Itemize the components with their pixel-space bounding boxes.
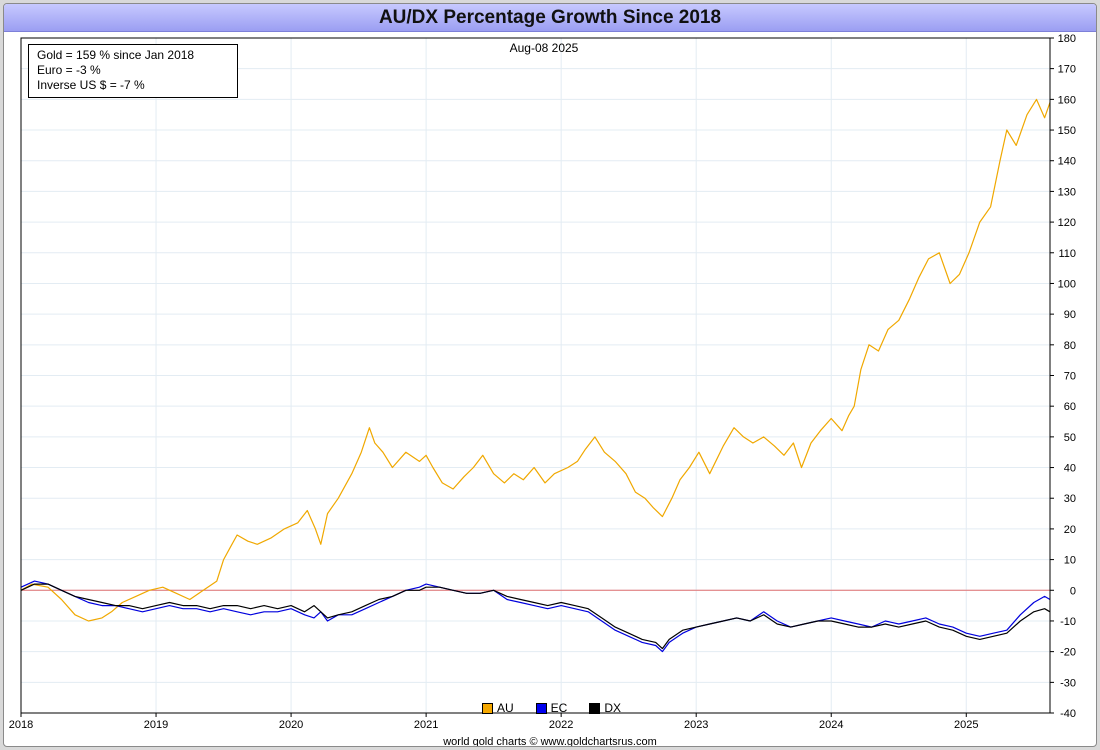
legend-label-dx: DX	[604, 701, 622, 715]
x-tick-label: 2023	[684, 719, 708, 731]
y-tick-label: 20	[1064, 524, 1076, 536]
x-axis-ticks: 2018 2019 2020 2021 2022 2023 2024 2025	[9, 713, 979, 731]
legend-label-au: AU	[497, 701, 514, 715]
stats-box: Gold = 159 % since Jan 2018 Euro = -3 % …	[28, 44, 238, 98]
chart-frame: -40 -30 -20 -10 0 10 20 30 40 50 60 70 80 90 100 110 120…	[3, 3, 1097, 747]
footer-credit: world gold charts © www.goldchartsrus.co…	[443, 736, 657, 747]
y-tick-label: -10	[1060, 616, 1076, 628]
chart-title: AU/DX Percentage Growth Since 2018	[4, 4, 1096, 32]
y-tick-label: 110	[1058, 248, 1076, 260]
y-tick-label: 150	[1058, 125, 1076, 137]
stat-euro: Euro = -3 %	[37, 63, 101, 77]
x-tick-label: 2019	[144, 719, 168, 731]
stat-gold: Gold = 159 % since Jan 2018	[37, 48, 195, 62]
y-tick-label: -40	[1060, 708, 1076, 720]
y-tick-label: 50	[1064, 432, 1076, 444]
legend-swatch-ec	[535, 702, 547, 714]
y-tick-label: 10	[1064, 555, 1076, 567]
y-tick-label: 90	[1064, 309, 1076, 321]
legend-item-au: AU	[482, 701, 514, 715]
y-tick-label: 130	[1058, 186, 1076, 198]
legend-swatch-dx	[589, 702, 601, 714]
x-tick-label: 2020	[279, 719, 303, 731]
series-line-dx	[20, 583, 1051, 650]
y-tick-label: 30	[1064, 493, 1076, 505]
y-tick-label: 100	[1058, 278, 1076, 290]
x-tick-label: 2025	[954, 719, 978, 731]
x-tick-label: 2021	[414, 719, 438, 731]
series-line-ec	[20, 580, 1051, 653]
legend-item-dx: DX	[589, 701, 621, 715]
y-tick-label: 70	[1064, 371, 1076, 383]
y-tick-label: 60	[1064, 401, 1076, 413]
legend: AU EC DX	[482, 700, 621, 716]
date-label: Aug-08 2025	[509, 41, 579, 55]
x-tick-label: 2024	[819, 719, 843, 731]
y-tick-label: 40	[1064, 463, 1076, 475]
series-line-au	[20, 98, 1051, 622]
chart-plot: -40 -30 -20 -10 0 10 20 30 40 50 60 70 80 90 100 110 120…	[9, 33, 1076, 731]
y-tick-label: 180	[1058, 33, 1076, 45]
y-tick-label: 170	[1058, 64, 1076, 76]
y-axis-ticks: -40 -30 -20 -10 0 10 20 30 40 50 60 70 80 90 100 110 120…	[1050, 33, 1076, 720]
legend-item-ec: EC	[535, 701, 568, 715]
x-tick-label: 2022	[549, 719, 573, 731]
legend-label-ec: EC	[550, 701, 568, 715]
y-tick-label: 120	[1058, 217, 1076, 229]
y-tick-label: 80	[1064, 340, 1076, 352]
y-tick-label: 0	[1070, 585, 1076, 597]
stat-inverse-dollar: Inverse US $ = -7 %	[37, 78, 145, 92]
y-tick-label: -30	[1060, 677, 1076, 689]
x-tick-label: 2018	[9, 719, 33, 731]
y-tick-label: 140	[1058, 156, 1076, 168]
legend-swatch-au	[482, 702, 493, 714]
series-lines	[20, 98, 1051, 653]
y-tick-label: 160	[1058, 94, 1076, 106]
y-tick-label: -20	[1060, 647, 1076, 659]
grid-lines	[20, 37, 1050, 714]
